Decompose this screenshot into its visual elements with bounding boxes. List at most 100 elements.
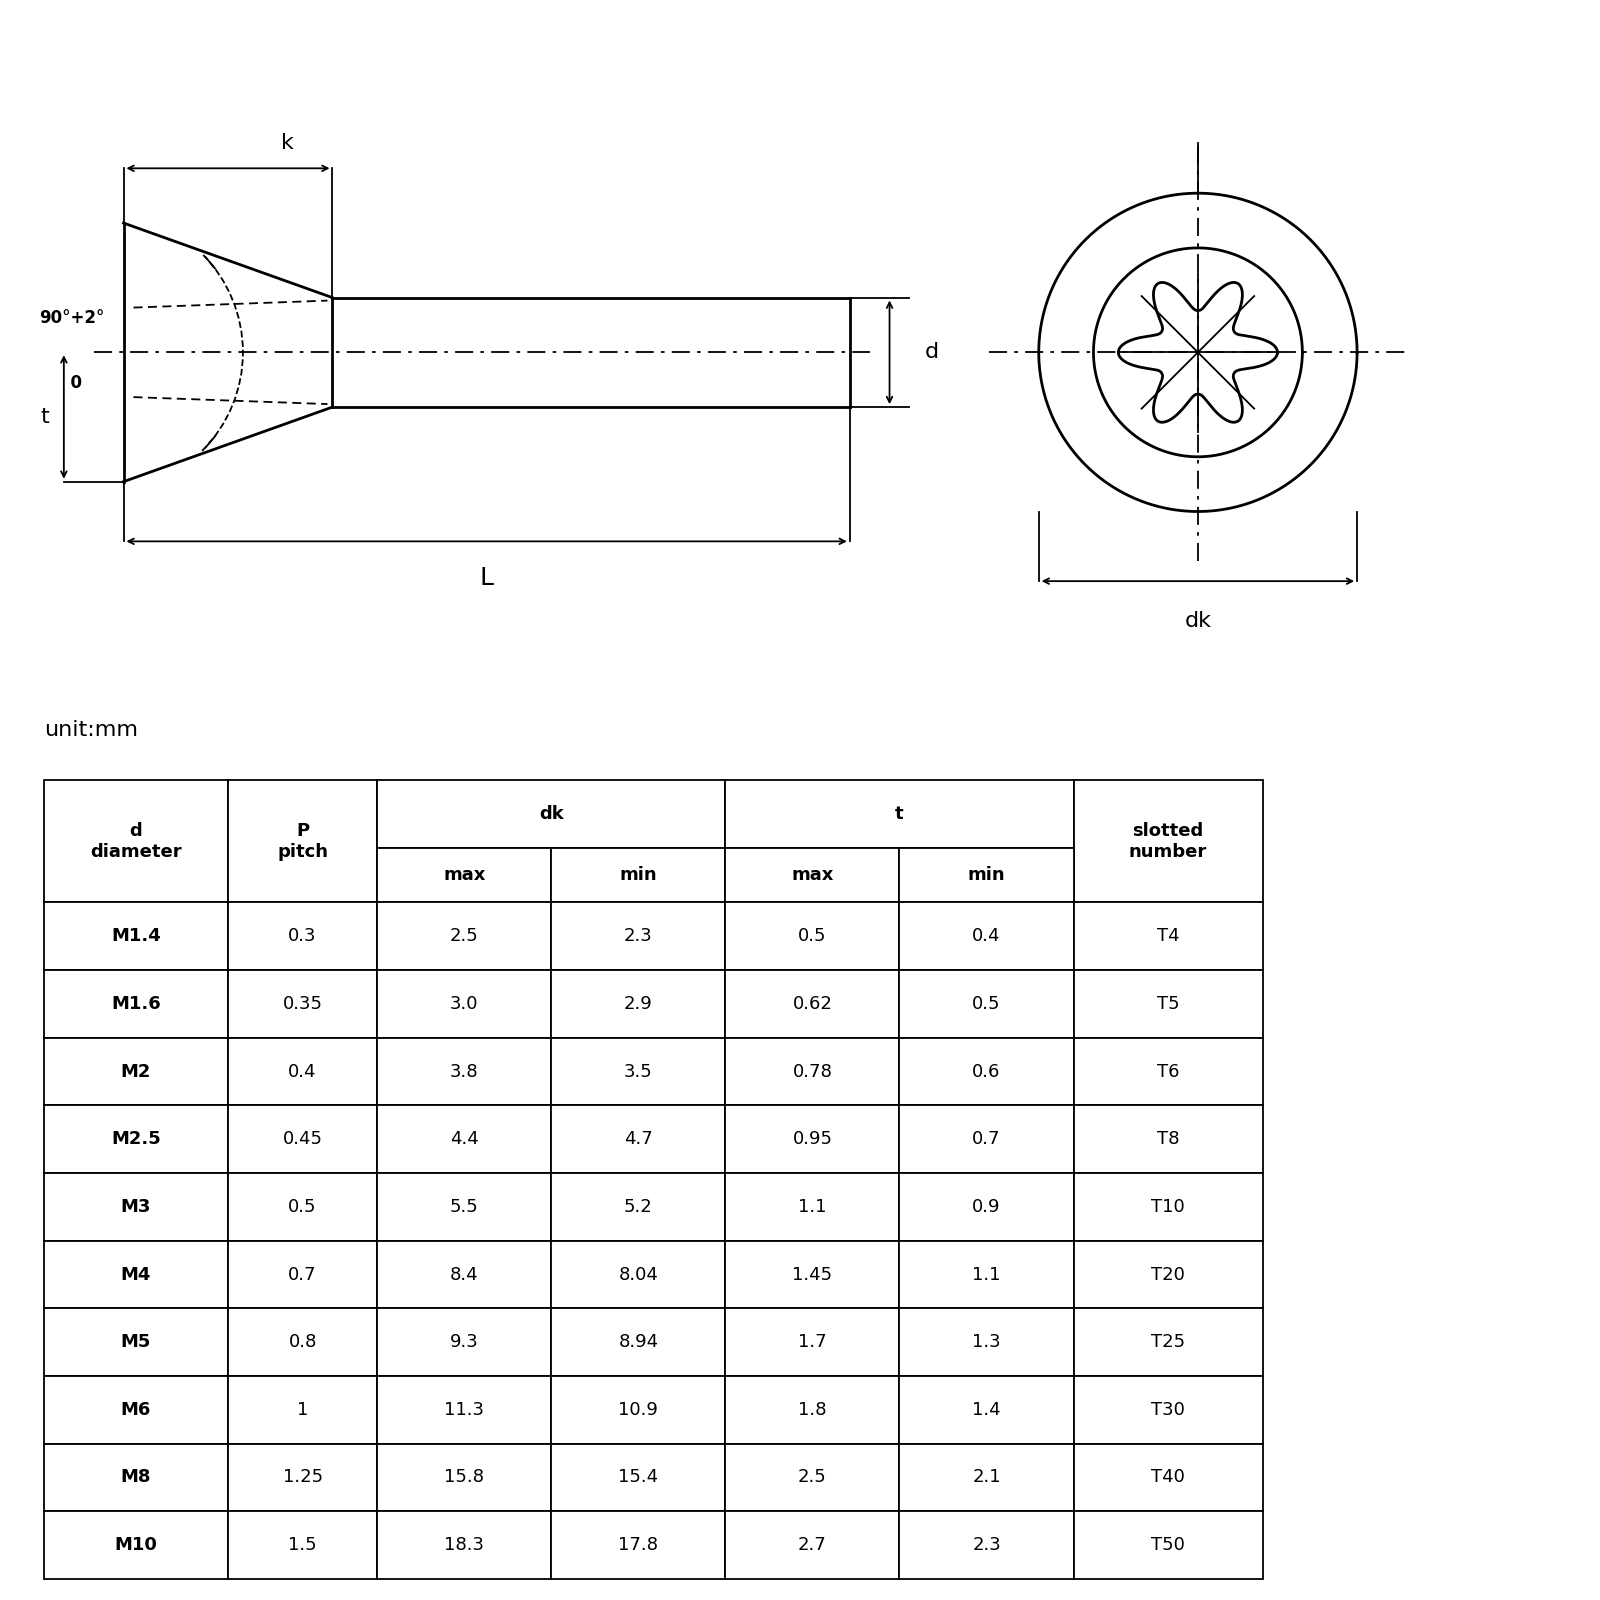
Text: 0.8: 0.8 xyxy=(288,1333,317,1350)
Bar xyxy=(899,1173,1074,1240)
Text: M8: M8 xyxy=(120,1469,152,1486)
Text: d
diameter: d diameter xyxy=(90,822,182,861)
Text: 17.8: 17.8 xyxy=(618,1536,658,1554)
Text: 1.5: 1.5 xyxy=(288,1536,317,1554)
Bar xyxy=(227,1038,378,1106)
Text: 8.4: 8.4 xyxy=(450,1266,478,1283)
Text: 2.9: 2.9 xyxy=(624,995,653,1013)
Bar xyxy=(43,1376,227,1443)
Text: 2.5: 2.5 xyxy=(798,1469,827,1486)
Bar xyxy=(899,1106,1074,1173)
Text: 0.6: 0.6 xyxy=(973,1062,1000,1080)
Text: 1: 1 xyxy=(298,1402,309,1419)
Text: 2.5: 2.5 xyxy=(450,928,478,946)
Text: M1.4: M1.4 xyxy=(110,928,162,946)
Text: 2.3: 2.3 xyxy=(624,928,653,946)
Text: T10: T10 xyxy=(1150,1198,1186,1216)
Bar xyxy=(725,781,1074,848)
Bar xyxy=(552,902,725,970)
Bar xyxy=(227,1309,378,1376)
Bar xyxy=(552,1240,725,1309)
Text: 0.4: 0.4 xyxy=(973,928,1000,946)
Text: 1.8: 1.8 xyxy=(798,1402,827,1419)
Text: M1.6: M1.6 xyxy=(110,995,162,1013)
Bar xyxy=(899,902,1074,970)
Bar xyxy=(1074,781,1262,902)
Text: 0.45: 0.45 xyxy=(283,1130,323,1149)
Bar xyxy=(378,848,552,902)
Text: T8: T8 xyxy=(1157,1130,1179,1149)
Text: dk: dk xyxy=(539,805,563,822)
Text: T30: T30 xyxy=(1150,1402,1186,1419)
Text: t: t xyxy=(40,406,50,427)
Text: min: min xyxy=(968,866,1005,885)
Bar xyxy=(725,848,899,902)
Bar xyxy=(378,1376,552,1443)
Bar xyxy=(378,1240,552,1309)
Bar xyxy=(725,970,899,1038)
Bar xyxy=(1074,1240,1262,1309)
Text: 4.7: 4.7 xyxy=(624,1130,653,1149)
Text: 8.94: 8.94 xyxy=(618,1333,659,1350)
Bar xyxy=(725,1240,899,1309)
Text: 0.95: 0.95 xyxy=(792,1130,832,1149)
Bar xyxy=(899,970,1074,1038)
Text: T50: T50 xyxy=(1150,1536,1186,1554)
Text: slotted
number: slotted number xyxy=(1130,822,1206,861)
Text: 0.9: 0.9 xyxy=(973,1198,1000,1216)
Text: 1.1: 1.1 xyxy=(798,1198,827,1216)
Bar xyxy=(43,1173,227,1240)
Bar xyxy=(227,1106,378,1173)
Text: M4: M4 xyxy=(120,1266,150,1283)
Text: 1.3: 1.3 xyxy=(973,1333,1002,1350)
Text: 2.1: 2.1 xyxy=(973,1469,1002,1486)
Text: M10: M10 xyxy=(115,1536,157,1554)
Bar xyxy=(43,781,227,902)
Text: T25: T25 xyxy=(1150,1333,1186,1350)
Bar xyxy=(227,1173,378,1240)
Text: 5.5: 5.5 xyxy=(450,1198,478,1216)
Bar xyxy=(378,1512,552,1579)
Text: d: d xyxy=(925,342,939,362)
Text: min: min xyxy=(619,866,658,885)
Bar xyxy=(725,1443,899,1512)
Text: 1.45: 1.45 xyxy=(792,1266,832,1283)
Bar xyxy=(899,1038,1074,1106)
Bar xyxy=(43,1309,227,1376)
Text: 0.4: 0.4 xyxy=(288,1062,317,1080)
Text: 10.9: 10.9 xyxy=(619,1402,658,1419)
Bar xyxy=(43,902,227,970)
Bar xyxy=(899,1240,1074,1309)
Bar xyxy=(1074,1443,1262,1512)
Bar xyxy=(725,1106,899,1173)
Text: M3: M3 xyxy=(120,1198,150,1216)
Text: 3.8: 3.8 xyxy=(450,1062,478,1080)
Bar xyxy=(43,1443,227,1512)
Text: 0: 0 xyxy=(59,374,82,392)
Bar xyxy=(1074,1309,1262,1376)
Bar xyxy=(378,1106,552,1173)
Bar xyxy=(43,1038,227,1106)
Text: 0.78: 0.78 xyxy=(792,1062,832,1080)
Bar xyxy=(1074,970,1262,1038)
Text: 0.5: 0.5 xyxy=(288,1198,317,1216)
Text: M2: M2 xyxy=(120,1062,150,1080)
Text: 4.4: 4.4 xyxy=(450,1130,478,1149)
Bar xyxy=(43,970,227,1038)
Text: k: k xyxy=(282,133,294,154)
Text: L: L xyxy=(480,566,494,590)
Bar xyxy=(899,1443,1074,1512)
Bar xyxy=(1074,902,1262,970)
Text: 11.3: 11.3 xyxy=(445,1402,485,1419)
Bar xyxy=(725,1309,899,1376)
Bar xyxy=(227,1443,378,1512)
Bar xyxy=(552,1376,725,1443)
Text: 15.8: 15.8 xyxy=(445,1469,485,1486)
Text: M6: M6 xyxy=(120,1402,150,1419)
Text: T40: T40 xyxy=(1150,1469,1186,1486)
Bar xyxy=(1074,1038,1262,1106)
Text: 0.5: 0.5 xyxy=(973,995,1000,1013)
Bar xyxy=(378,1309,552,1376)
Bar xyxy=(552,970,725,1038)
Bar xyxy=(378,970,552,1038)
